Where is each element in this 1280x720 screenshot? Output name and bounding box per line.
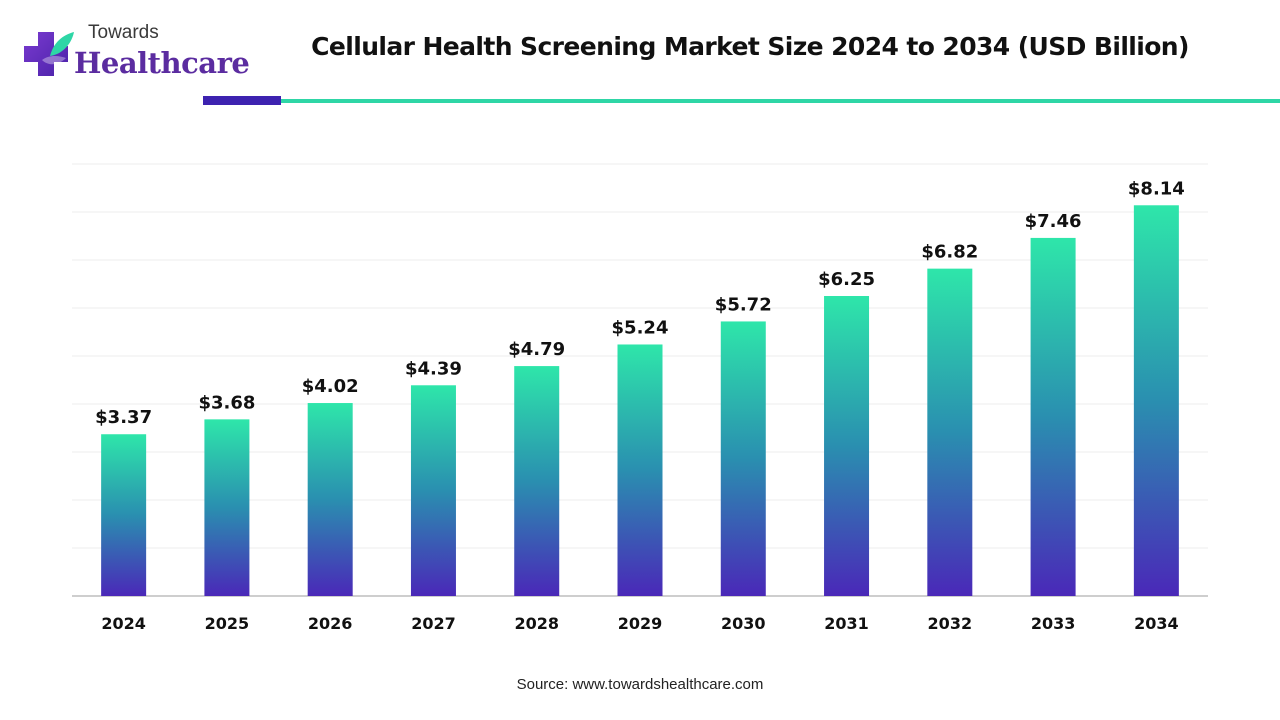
source-note: Source: www.towardshealthcare.com [516, 676, 764, 693]
bar-2032 [927, 268, 973, 596]
value-label-2028: $4.79 [508, 339, 565, 360]
bar-2034 [1133, 205, 1179, 596]
x-tick-2034: 2034 [1134, 614, 1179, 633]
x-tick-2025: 2025 [205, 614, 250, 633]
x-tick-2029: 2029 [618, 614, 663, 633]
bar-2029 [617, 344, 663, 596]
x-tick-2031: 2031 [824, 614, 869, 633]
x-tick-2026: 2026 [308, 614, 353, 633]
x-tick-2028: 2028 [514, 614, 559, 633]
chart-title: Cellular Health Screening Market Size 20… [311, 32, 1189, 61]
value-label-2032: $6.82 [921, 242, 978, 263]
value-label-2026: $4.02 [302, 376, 359, 397]
value-label-2024: $3.37 [95, 407, 152, 428]
bar-2030 [720, 321, 766, 596]
bar-2028 [514, 366, 560, 596]
x-tick-2032: 2032 [928, 614, 973, 633]
bar-2027 [410, 385, 456, 596]
bar-2033 [1030, 237, 1076, 597]
bar-2031 [824, 296, 870, 596]
header-rule-accent [203, 96, 281, 105]
value-label-2034: $8.14 [1128, 178, 1185, 199]
x-tick-labels: 2024 2025 2026 2027 2028 2029 2030 2031 2032 2033… [101, 614, 1178, 633]
brand-logo: Towards Healthcare [14, 16, 250, 88]
x-tick-2033: 2033 [1031, 614, 1076, 633]
value-label-2027: $4.39 [405, 358, 462, 379]
value-label-2031: $6.25 [818, 269, 875, 290]
value-label-2030: $5.72 [715, 294, 772, 315]
value-label-2025: $3.68 [198, 392, 255, 413]
brand-line-1: Towards [88, 22, 159, 43]
x-tick-2024: 2024 [101, 614, 146, 633]
value-label-2033: $7.46 [1025, 211, 1082, 232]
bar-2026 [307, 403, 353, 596]
bar-2024 [101, 434, 147, 596]
header-rule [281, 99, 1280, 103]
medical-cross-icon [24, 32, 74, 76]
x-tick-2030: 2030 [721, 614, 766, 633]
brand-line-2: Healthcare [74, 46, 250, 80]
bar-2025 [204, 419, 250, 596]
value-label-2029: $5.24 [612, 317, 669, 338]
value-labels: $3.37 $3.68 $4.02 $4.39 $4.79 $5.24 $5.72 $6.25… [95, 178, 1185, 428]
x-tick-2027: 2027 [411, 614, 456, 633]
bars [101, 205, 1179, 597]
